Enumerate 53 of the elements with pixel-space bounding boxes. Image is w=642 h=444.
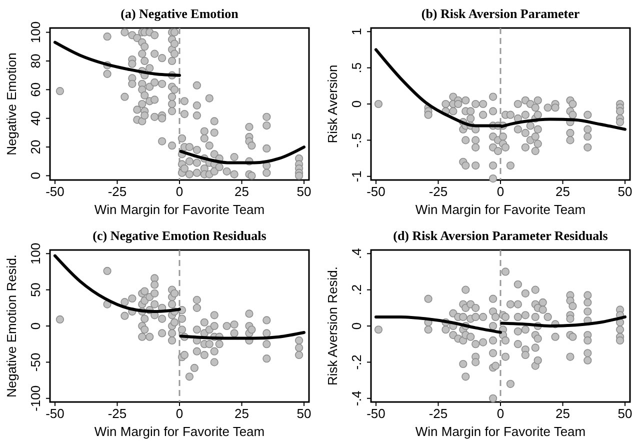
- y-axis-title: Risk Aversion: [325, 64, 340, 144]
- y-tick-label: .4: [349, 248, 364, 260]
- x-tick-label: 50: [296, 406, 312, 422]
- y-tick-label: 60: [28, 82, 43, 97]
- x-tick-label: 50: [296, 184, 312, 200]
- y-tick-label: 0: [349, 100, 364, 108]
- y-tick-label: -.2: [349, 354, 364, 370]
- x-tick-label: -25: [428, 184, 448, 200]
- y-tick-label: -.5: [349, 132, 364, 148]
- chart-title: (c) Negative Emotion Residuals: [92, 228, 266, 243]
- y-tick-label: -.4: [349, 390, 364, 406]
- y-tick-label: .5: [349, 62, 364, 74]
- y-tick-label: 0: [28, 172, 43, 180]
- x-tick-label: -25: [428, 406, 448, 422]
- x-tick-label: 25: [556, 184, 570, 200]
- chart-title: (d) Risk Aversion Parameter Residuals: [393, 228, 608, 243]
- x-axis-title: Win Margin for Favorite Team: [94, 202, 265, 217]
- y-axis-title: Negative Emotion: [4, 52, 19, 156]
- y-tick-label: 80: [28, 54, 43, 68]
- y-axis-title: Negative Emotion Resid.: [4, 254, 19, 398]
- x-axis-title: Win Margin for Favorite Team: [415, 424, 586, 439]
- y-axis-title: Risk Aversion Resid.: [325, 266, 340, 386]
- y-tick-label: 100: [28, 242, 43, 264]
- x-tick-label: 25: [234, 406, 249, 422]
- y-tick-label: 50: [28, 282, 43, 298]
- x-tick-label: 0: [496, 406, 504, 422]
- y-tick-label: 1: [349, 28, 364, 36]
- x-tick-label: -50: [366, 184, 386, 200]
- y-tick-label: -100: [28, 385, 43, 412]
- chart-title: (b) Risk Aversion Parameter: [421, 6, 580, 21]
- y-tick-label: .2: [349, 284, 364, 296]
- x-tick-label: -50: [46, 406, 64, 422]
- y-tick-label: 0: [349, 322, 364, 330]
- y-tick-label: 40: [28, 111, 43, 126]
- x-tick-label: 50: [618, 184, 632, 200]
- y-tick-label: -1: [349, 170, 364, 182]
- x-tick-label: -50: [366, 406, 386, 422]
- y-tick-label: 0: [28, 322, 43, 330]
- x-tick-label: -50: [46, 184, 64, 200]
- x-tick-label: -25: [108, 406, 127, 422]
- x-axis-title: Win Margin for Favorite Team: [94, 424, 265, 439]
- x-tick-label: 25: [234, 184, 249, 200]
- y-tick-label: 100: [28, 21, 43, 44]
- y-tick-label: 20: [28, 140, 43, 154]
- x-tick-label: 0: [496, 184, 504, 200]
- x-axis-title: Win Margin for Favorite Team: [415, 202, 586, 217]
- x-tick-label: 0: [176, 406, 184, 422]
- x-tick-label: 50: [618, 406, 632, 422]
- x-tick-label: 25: [556, 406, 570, 422]
- y-tick-label: -50: [28, 352, 43, 372]
- chart-title: (a) Negative Emotion: [120, 6, 240, 21]
- x-tick-label: 0: [176, 184, 184, 200]
- x-tick-label: -25: [108, 184, 127, 200]
